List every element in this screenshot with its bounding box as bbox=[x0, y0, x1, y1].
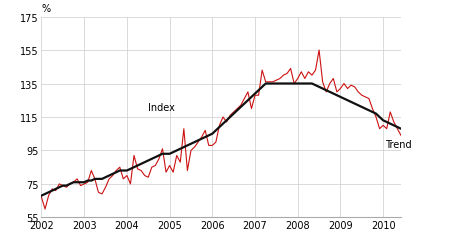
Text: Trend: Trend bbox=[385, 139, 412, 149]
Text: %: % bbox=[41, 4, 51, 14]
Text: Index: Index bbox=[148, 103, 175, 113]
